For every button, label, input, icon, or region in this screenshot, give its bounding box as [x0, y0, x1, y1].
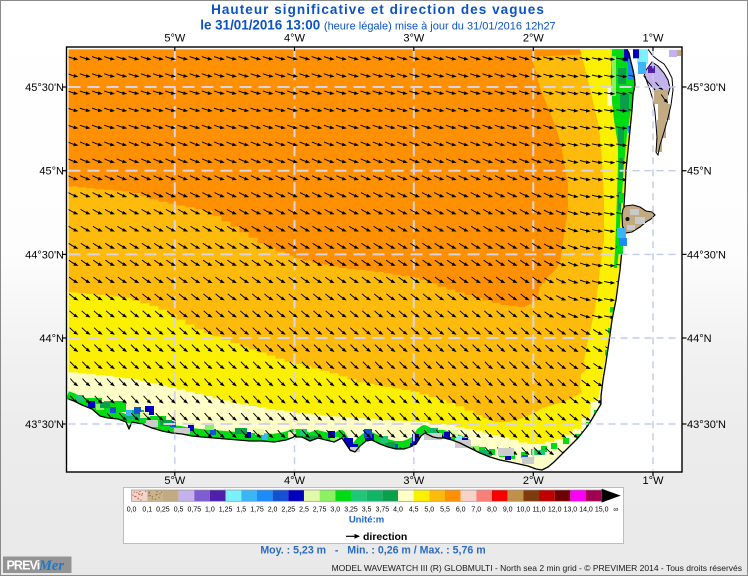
svg-text:44°30'N: 44°30'N — [25, 249, 64, 261]
svg-text:0,5: 0,5 — [174, 507, 184, 514]
svg-text:7,0: 7,0 — [471, 507, 481, 514]
svg-text:4,5: 4,5 — [409, 507, 419, 514]
svg-text:13,0: 13,0 — [564, 507, 578, 514]
svg-text:Unité:m: Unité:m — [349, 515, 384, 526]
svg-text:2°W: 2°W — [523, 33, 545, 45]
svg-text:PREVi: PREVi — [7, 559, 40, 573]
svg-text:4,0: 4,0 — [393, 507, 403, 514]
svg-text:1°W: 1°W — [643, 475, 665, 487]
svg-text:le 31/01/2016 13:00 (heure lég: le 31/01/2016 13:00 (heure légale) mise … — [200, 18, 555, 33]
svg-text:45°30'N: 45°30'N — [687, 82, 726, 94]
svg-text:3,0: 3,0 — [330, 507, 340, 514]
svg-text:2,0: 2,0 — [268, 507, 278, 514]
svg-text:1,5: 1,5 — [236, 507, 246, 514]
svg-text:Hauteur significative et direc: Hauteur significative et direction des v… — [211, 2, 545, 17]
svg-text:Mer: Mer — [38, 558, 64, 574]
svg-text:11,0: 11,0 — [532, 507, 545, 514]
svg-text:9,0: 9,0 — [503, 507, 513, 514]
svg-text:Moy. : 5,23 m - Min. : 0,2: Moy. : 5,23 m - Min. : 0,26 m / Max. : 5… — [260, 545, 485, 557]
svg-text:5°W: 5°W — [164, 475, 186, 487]
svg-text:44°N: 44°N — [39, 333, 64, 345]
svg-text:direction: direction — [363, 531, 407, 543]
svg-text:43°30'N: 43°30'N — [25, 419, 64, 431]
svg-text:44°N: 44°N — [687, 333, 712, 345]
svg-text:45°N: 45°N — [39, 166, 64, 178]
svg-text:45°N: 45°N — [687, 166, 712, 178]
svg-text:14,0: 14,0 — [579, 507, 593, 514]
svg-text:1,25: 1,25 — [219, 507, 233, 514]
svg-text:6,0: 6,0 — [456, 507, 466, 514]
svg-text:0,75: 0,75 — [187, 507, 201, 514]
svg-text:4°W: 4°W — [284, 475, 306, 487]
svg-text:1,75: 1,75 — [250, 507, 264, 514]
svg-text:44°30'N: 44°30'N — [687, 249, 726, 261]
svg-text:MODEL WAVEWATCH III (R) GLOBMU: MODEL WAVEWATCH III (R) GLOBMULTI - Nort… — [332, 563, 742, 573]
svg-text:5°W: 5°W — [164, 33, 186, 45]
svg-text:3,25: 3,25 — [344, 507, 358, 514]
svg-text:2,25: 2,25 — [281, 507, 295, 514]
svg-text:4°W: 4°W — [284, 33, 306, 45]
svg-text:0,0: 0,0 — [127, 507, 137, 514]
svg-text:10,0: 10,0 — [517, 507, 531, 514]
svg-text:5,0: 5,0 — [424, 507, 434, 514]
svg-text:3°W: 3°W — [403, 475, 425, 487]
svg-text:3°W: 3°W — [403, 33, 425, 45]
svg-text:3,5: 3,5 — [362, 507, 372, 514]
svg-text:43°30'N: 43°30'N — [687, 419, 726, 431]
svg-text:1,0: 1,0 — [205, 507, 215, 514]
svg-text:2,5: 2,5 — [299, 507, 309, 514]
svg-text:0,25: 0,25 — [156, 507, 170, 514]
svg-text:2°W: 2°W — [523, 475, 545, 487]
svg-text:45°30'N: 45°30'N — [25, 82, 64, 94]
svg-text:5,5: 5,5 — [440, 507, 450, 514]
svg-text:2,75: 2,75 — [313, 507, 327, 514]
svg-text:8,0: 8,0 — [487, 507, 497, 514]
svg-text:3,75: 3,75 — [375, 507, 389, 514]
svg-text:1°W: 1°W — [643, 33, 665, 45]
svg-text:12,0: 12,0 — [548, 507, 562, 514]
svg-text:∞: ∞ — [613, 507, 618, 514]
svg-text:0,1: 0,1 — [142, 507, 152, 514]
svg-text:15,0: 15,0 — [595, 507, 609, 514]
